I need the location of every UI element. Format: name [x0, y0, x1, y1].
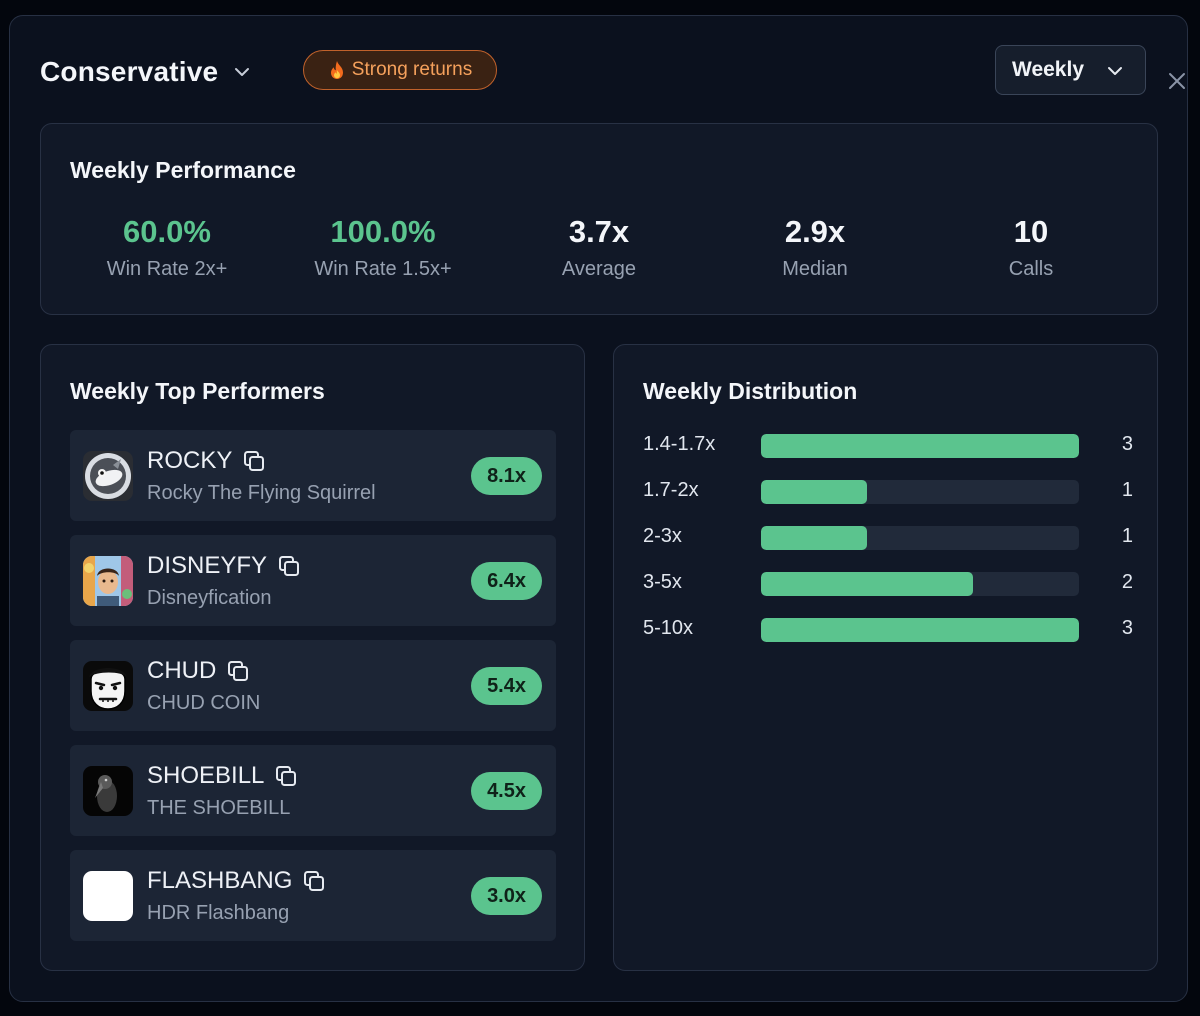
performer-row-rocky[interactable]: ROCKY Rocky The Flying Squirrel 8.1x	[70, 430, 556, 521]
stat-label: Win Rate 2x+	[106, 258, 228, 280]
strategy-selector[interactable]: Conservative	[40, 50, 252, 94]
copy-icon[interactable]	[302, 869, 326, 893]
period-dropdown-value: Weekly	[1012, 58, 1084, 81]
stat-label: Win Rate 1.5x+	[314, 258, 452, 280]
distribution-count: 3	[1121, 433, 1133, 455]
modal-header: Conservative Strong returns Weekly	[40, 45, 1185, 98]
stat-median: 2.9x Median	[707, 214, 923, 281]
card-title: Weekly Distribution	[643, 378, 858, 404]
distribution-count: 1	[1121, 479, 1133, 501]
stat-value: 100.0%	[330, 214, 436, 249]
distribution-bar-track	[761, 434, 1079, 458]
distribution-bar-track	[761, 572, 1079, 596]
distribution-range: 1.4-1.7x	[643, 433, 716, 455]
chud-face-avatar	[83, 661, 133, 711]
distribution-count: 2	[1121, 571, 1133, 593]
period-dropdown[interactable]: Weekly	[995, 45, 1146, 95]
distribution-range: 5-10x	[643, 617, 694, 639]
status-badge: Strong returns	[303, 50, 497, 90]
performer-row-disneyfy[interactable]: DISNEYFY Disneyfication 6.4x	[70, 535, 556, 626]
performer-row-shoebill[interactable]: SHOEBILL THE SHOEBILL 4.5x	[70, 745, 556, 836]
distribution-range: 3-5x	[643, 571, 682, 593]
distribution-list: 1.4-1.7x 3 1.7-2x 1 2-3x 1 3-5x 2 5-10x	[643, 433, 1133, 663]
performer-name: THE SHOEBILL	[147, 797, 291, 819]
distribution-bar	[761, 572, 973, 596]
squirrel-avatar	[83, 451, 133, 501]
stat-average: 3.7x Average	[491, 214, 707, 281]
stat-value: 2.9x	[784, 214, 846, 249]
distribution-bar	[761, 526, 867, 550]
stats-row: 60.0% Win Rate 2x+ 100.0% Win Rate 1.5x+…	[59, 214, 1139, 281]
performer-name: CHUD COIN	[147, 692, 261, 714]
distribution-count: 1	[1121, 525, 1133, 547]
distribution-bar-track	[761, 526, 1079, 550]
performer-row-flashbang[interactable]: FLASHBANG HDR Flashbang 3.0x	[70, 850, 556, 941]
distribution-count: 3	[1121, 617, 1133, 639]
performer-symbol: FLASHBANG	[147, 867, 326, 895]
weekly-performance-card: Weekly Performance 60.0% Win Rate 2x+ 10…	[40, 123, 1158, 315]
performer-name: Disneyfication	[147, 587, 272, 609]
card-title: Weekly Performance	[70, 157, 296, 183]
performer-multiple-badge: 6.4x	[471, 562, 542, 600]
distribution-range: 1.7-2x	[643, 479, 699, 501]
distribution-range: 2-3x	[643, 525, 682, 547]
distribution-bar	[761, 434, 1079, 458]
copy-icon[interactable]	[274, 764, 298, 788]
stat-value: 60.0%	[123, 214, 211, 249]
distribution-row: 3-5x 2	[643, 571, 1133, 617]
chevron-down-icon	[1108, 67, 1122, 75]
flame-icon	[330, 61, 343, 79]
stat-win-rate-2x: 60.0% Win Rate 2x+	[59, 214, 275, 281]
distribution-bar-track	[761, 618, 1079, 642]
copy-icon[interactable]	[242, 449, 266, 473]
performer-multiple-badge: 5.4x	[471, 667, 542, 705]
performer-name: HDR Flashbang	[147, 902, 290, 924]
card-title: Weekly Top Performers	[70, 378, 325, 404]
performer-symbol: SHOEBILL	[147, 762, 298, 790]
performer-symbol: DISNEYFY	[147, 552, 301, 580]
copy-icon[interactable]	[226, 659, 250, 683]
performance-modal: Conservative Strong returns Weekly Weekl…	[9, 15, 1188, 1002]
top-performers-list: ROCKY Rocky The Flying Squirrel 8.1x	[70, 430, 556, 955]
strategy-title: Conservative	[40, 56, 219, 87]
cartoon-avatar	[83, 556, 133, 606]
distribution-row: 2-3x 1	[643, 525, 1133, 571]
distribution-bar	[761, 480, 867, 504]
stat-calls: 10 Calls	[923, 214, 1139, 281]
performer-name: Rocky The Flying Squirrel	[147, 482, 376, 504]
distribution-bar-track	[761, 480, 1079, 504]
stat-value: 3.7x	[568, 214, 630, 249]
close-icon[interactable]	[1166, 70, 1188, 92]
chevron-down-icon	[235, 68, 250, 76]
stat-label: Average	[561, 258, 637, 280]
shoebill-bird-avatar	[83, 766, 133, 816]
status-badge-label: Strong returns	[351, 59, 473, 80]
distribution-row: 5-10x 3	[643, 617, 1133, 663]
stat-value: 10	[1013, 214, 1049, 249]
distribution-row: 1.7-2x 1	[643, 479, 1133, 525]
white-square-avatar	[83, 871, 133, 921]
copy-icon[interactable]	[277, 554, 301, 578]
distribution-row: 1.4-1.7x 3	[643, 433, 1133, 479]
performer-symbol: CHUD	[147, 657, 250, 685]
stat-label: Calls	[1008, 258, 1054, 280]
distribution-card: Weekly Distribution 1.4-1.7x 3 1.7-2x 1 …	[613, 344, 1158, 971]
performer-multiple-badge: 4.5x	[471, 772, 542, 810]
distribution-bar	[761, 618, 1079, 642]
stat-win-rate-1-5x: 100.0% Win Rate 1.5x+	[275, 214, 491, 281]
performer-multiple-badge: 8.1x	[471, 457, 542, 495]
performer-row-chud[interactable]: CHUD CHUD COIN 5.4x	[70, 640, 556, 731]
performer-multiple-badge: 3.0x	[471, 877, 542, 915]
top-performers-card: Weekly Top Performers ROCKY	[40, 344, 585, 971]
stat-label: Median	[782, 258, 848, 280]
performer-symbol: ROCKY	[147, 447, 266, 475]
